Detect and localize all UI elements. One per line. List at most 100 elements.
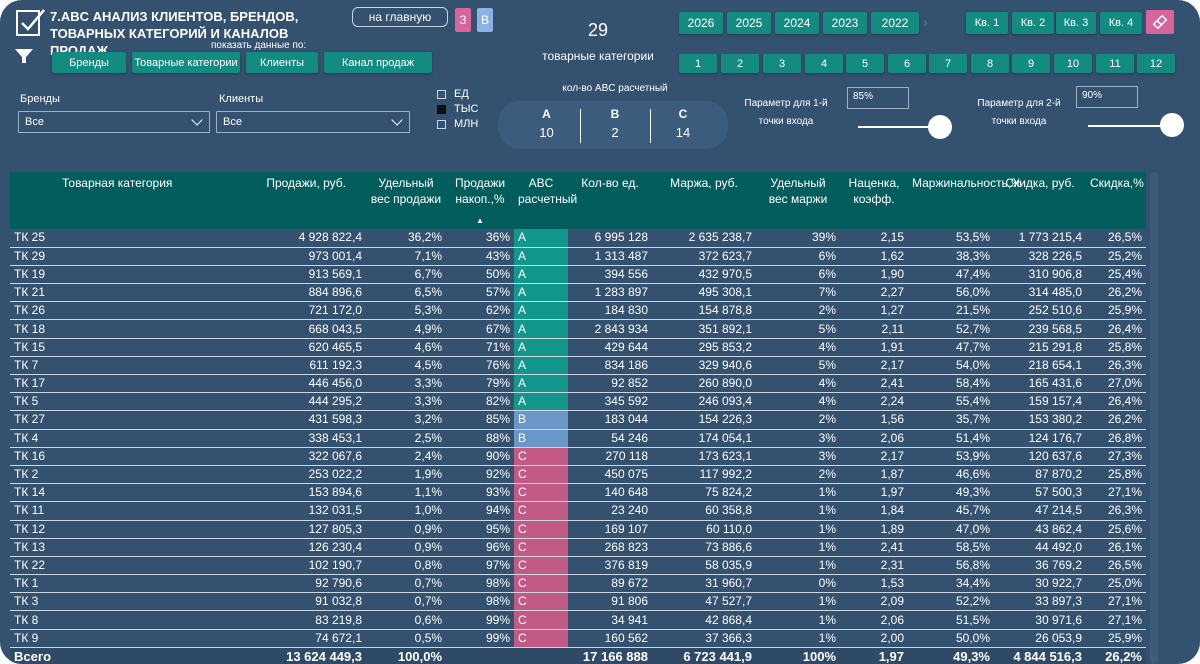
table-row[interactable]: ТК 3 91 032,8 0,7% 98% C 91 806 47 527,7 1% 2,09… xyxy=(10,592,1146,612)
month-5-button[interactable]: 5 xyxy=(846,54,884,73)
table-row[interactable]: ТК 5 444 295,2 3,3% 82% A 345 592 246 093,4 4% 2… xyxy=(10,392,1146,412)
cell-discount: 33 897,3 xyxy=(994,592,1086,612)
year-2023-button[interactable]: 2023 xyxy=(823,12,867,34)
quarter-4-button[interactable]: Кв. 4 xyxy=(1100,12,1142,34)
cell-margin: 329 940,6 xyxy=(652,356,756,376)
table-row[interactable]: ТК 7 611 192,3 4,5% 76% A 834 186 329 940,6 5% 2… xyxy=(10,356,1146,376)
table-row[interactable]: ТК 15 620 465,5 4,6% 71% A 429 644 295 853,2 4%… xyxy=(10,338,1146,357)
month-2-button[interactable]: 2 xyxy=(721,54,759,73)
month-6-button[interactable]: 6 xyxy=(888,54,926,73)
sort-asc-icon[interactable]: ▲ xyxy=(476,216,484,225)
col-header-discount-pct[interactable]: Скидка,% xyxy=(1086,172,1146,229)
param1-input[interactable]: 85% xyxy=(847,87,909,109)
month-9-button[interactable]: 9 xyxy=(1012,54,1050,73)
col-header-qty[interactable]: Кол-во ед. xyxy=(568,172,652,229)
cell-marginality: 47,4% xyxy=(908,265,994,285)
col-header-marginality[interactable]: Маржинальность,% xyxy=(908,172,1022,229)
badge-b[interactable]: B xyxy=(477,8,493,32)
year-2022-button[interactable]: 2022 xyxy=(871,12,919,34)
col-header-margin[interactable]: Маржа, руб. xyxy=(652,172,756,229)
table-row[interactable]: ТК 1 92 790,6 0,7% 98% C 89 672 31 960,7 0% 1,53… xyxy=(10,574,1146,594)
month-1-button[interactable]: 1 xyxy=(679,54,717,73)
quarter-2-button[interactable]: Кв. 2 xyxy=(1012,12,1054,34)
quarter-3-button[interactable]: Кв. 3 xyxy=(1056,12,1096,34)
quarter-1-button[interactable]: Кв. 1 xyxy=(966,12,1008,34)
month-7-button[interactable]: 7 xyxy=(929,54,967,73)
cell-discount-pct: 25,9% xyxy=(1086,301,1146,321)
show-data-label: показать данные по: xyxy=(211,40,307,51)
table-row[interactable]: ТК 9 74 672,1 0,5% 99% C 160 562 37 366,3 1% 2,0… xyxy=(10,629,1146,648)
col-header-markup[interactable]: Наценка, коэфф. xyxy=(840,172,908,229)
chevron-right-icon[interactable]: › xyxy=(923,14,928,30)
brands-dropdown[interactable]: Все xyxy=(18,111,210,133)
month-8-button[interactable]: 8 xyxy=(971,54,1009,73)
param1-slider-handle[interactable] xyxy=(928,115,952,139)
cell-marginality: 51,5% xyxy=(908,610,994,630)
tab-sales-channel[interactable]: Канал продаж xyxy=(324,52,432,73)
param2-slider-track[interactable] xyxy=(1088,125,1172,127)
col-header-discount[interactable]: Скидка, руб. xyxy=(994,172,1086,229)
col-header-cumulative[interactable]: Продажи накоп.,% ▲ xyxy=(446,172,514,229)
table-row[interactable]: ТК 25 4 928 822,4 36,2% 36% A 6 995 128 2 635 … xyxy=(10,229,1146,248)
table-row[interactable]: ТК 8 83 219,8 0,6% 99% C 34 941 42 868,4 1% 2,06… xyxy=(10,610,1146,630)
table-row[interactable]: ТК 26 721 172,0 5,3% 62% A 184 830 154 878,8 2%… xyxy=(10,301,1146,321)
cell-margin: 75 824,2 xyxy=(652,483,756,503)
clear-filters-button[interactable] xyxy=(1146,10,1174,34)
tab-product-categories[interactable]: Товарные категории xyxy=(132,52,240,73)
month-11-button[interactable]: 11 xyxy=(1096,54,1134,73)
home-button[interactable]: на главную xyxy=(352,7,448,27)
col-header-category[interactable]: Товарная категория xyxy=(10,172,216,229)
year-2025-button[interactable]: 2025 xyxy=(727,12,771,34)
table-row[interactable]: ТК 19 913 569,1 6,7% 50% A 394 556 432 970,5 6%… xyxy=(10,265,1146,285)
param2-slider-handle[interactable] xyxy=(1160,113,1184,137)
table-row[interactable]: ТК 18 668 043,5 4,9% 67% A 2 843 934 351 892,1… xyxy=(10,319,1146,339)
month-10-button[interactable]: 10 xyxy=(1054,54,1092,73)
col-header-sales[interactable]: Продажи, руб. xyxy=(216,172,366,229)
unit-option-mln[interactable]: МЛН xyxy=(437,118,478,130)
tab-clients[interactable]: Клиенты xyxy=(246,52,318,73)
col-header-margin-share[interactable]: Удельный вес маржи xyxy=(756,172,840,229)
cell-marginality: 38,3% xyxy=(908,247,994,266)
table-row[interactable]: ТК 11 132 031,5 1,0% 94% C 23 240 60 358,8 1% 1,… xyxy=(10,501,1146,521)
col-header-abc[interactable]: ABC расчетный xyxy=(514,172,577,229)
param1-slider-track[interactable] xyxy=(858,126,938,128)
cell-sales-share: 2,5% xyxy=(366,429,446,448)
table-row[interactable]: ТК 4 338 453,1 2,5% 88% B 54 246 174 054,1 3% 2,… xyxy=(10,429,1146,448)
table-row[interactable]: ТК 27 431 598,3 3,2% 85% B 183 044 154 226,3 2%… xyxy=(10,410,1146,430)
col-header-sales-share[interactable]: Удельный вес продажи xyxy=(366,172,446,229)
clients-dropdown[interactable]: Все xyxy=(216,111,410,133)
month-3-button[interactable]: 3 xyxy=(763,54,801,73)
abc-count-title: кол-во ABC расчетный xyxy=(562,83,668,94)
cell-markup: 1,53 xyxy=(840,574,908,594)
year-2026-button[interactable]: 2026 xyxy=(679,12,723,34)
badge-c[interactable]: З xyxy=(455,8,471,32)
cell-discount-pct: 26,5% xyxy=(1086,229,1146,248)
table-row[interactable]: ТК 29 973 001,4 7,1% 43% A 1 313 487 372 623,7… xyxy=(10,247,1146,266)
tab-brands[interactable]: Бренды xyxy=(52,52,126,73)
table-row[interactable]: ТК 12 127 805,3 0,9% 95% C 169 107 60 110,0 1% 1… xyxy=(10,520,1146,539)
brands-dropdown-value: Все xyxy=(25,116,44,128)
year-2024-button[interactable]: 2024 xyxy=(775,12,819,34)
table-row[interactable]: ТК 17 446 456,0 3,3% 79% A 92 852 260 890,0 4% 2… xyxy=(10,374,1146,394)
unit-option-ed[interactable]: ЕД xyxy=(437,88,469,100)
cell-category: ТК 2 xyxy=(10,465,216,485)
cell-margin: 37 366,3 xyxy=(652,629,756,648)
unit-option-tys[interactable]: ТЫС xyxy=(437,103,478,115)
table-row[interactable]: ТК 2 253 022,2 1,9% 92% C 450 075 117 992,2 2% 1… xyxy=(10,465,1146,485)
filter-icon[interactable] xyxy=(14,47,34,65)
param2-label: Параметр для 2-й точки входа xyxy=(977,98,1061,127)
table-row[interactable]: ТК 22 102 190,7 0,8% 97% C 376 819 58 035,9 1% 2… xyxy=(10,556,1146,576)
cell-qty: 23 240 xyxy=(568,501,652,521)
table-row[interactable]: ТК 14 153 894,6 1,1% 93% C 140 648 75 824,2 1% 1… xyxy=(10,483,1146,503)
table-row[interactable]: ТК 16 322 067,6 2,4% 90% C 270 118 173 623,1 3%… xyxy=(10,447,1146,466)
month-12-button[interactable]: 12 xyxy=(1137,54,1175,73)
cell-sales-share: 4,5% xyxy=(366,356,446,376)
cell-markup: 2,41 xyxy=(840,374,908,394)
table-row[interactable]: ТК 13 126 230,4 0,9% 96% C 268 823 73 886,6 1% 2… xyxy=(10,538,1146,557)
cell-qty: 160 562 xyxy=(568,629,652,648)
cell-category: ТК 18 xyxy=(10,319,216,339)
param2-input[interactable]: 90% xyxy=(1076,86,1138,108)
table-scrollbar[interactable] xyxy=(1150,172,1158,664)
table-row[interactable]: ТК 21 884 896,6 6,5% 57% A 1 283 897 495 308,1… xyxy=(10,283,1146,303)
month-4-button[interactable]: 4 xyxy=(805,54,843,73)
